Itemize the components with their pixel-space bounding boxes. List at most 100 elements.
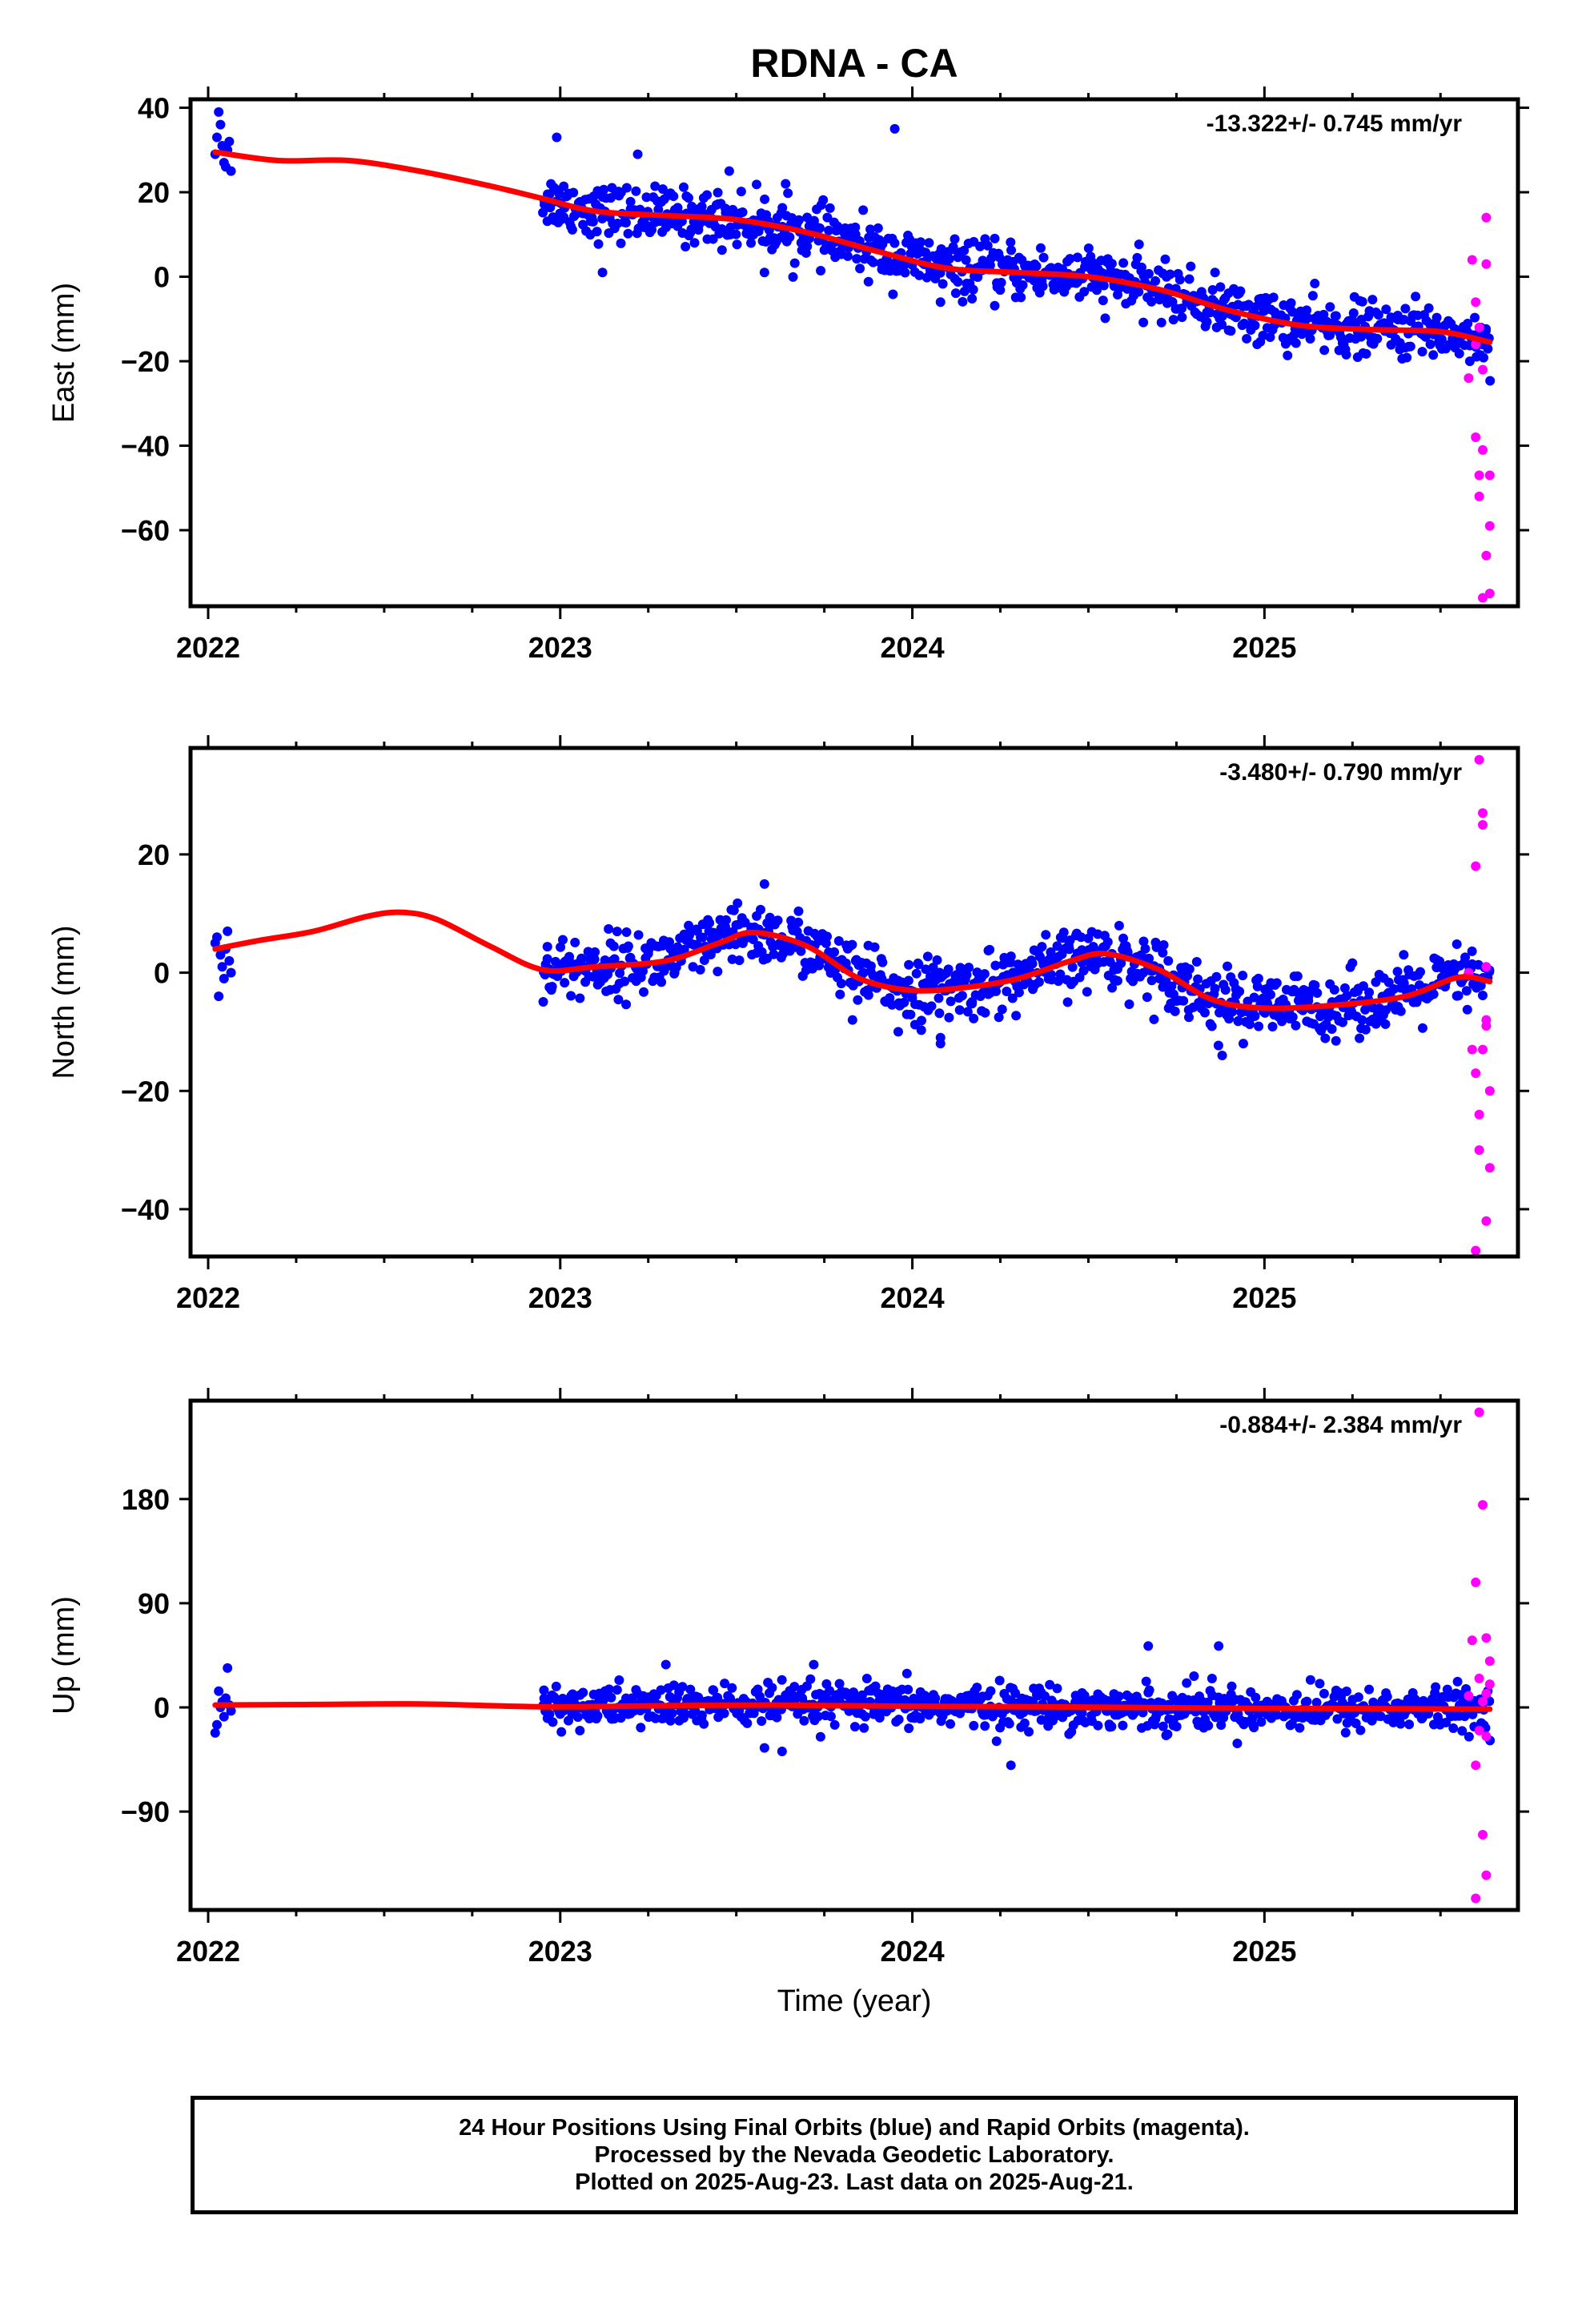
- y-axis-label-north: North (mm): [47, 925, 81, 1079]
- final-point: [1291, 1020, 1301, 1031]
- final-point: [900, 267, 910, 278]
- y-tick-label-east: −20: [121, 345, 170, 378]
- final-point: [737, 207, 748, 218]
- final-point: [835, 989, 845, 999]
- data-layer-north: [210, 754, 1495, 1256]
- final-point: [921, 964, 931, 975]
- final-point: [1191, 956, 1202, 967]
- final-point: [697, 932, 708, 943]
- final-point: [570, 937, 580, 947]
- final-point: [1310, 980, 1320, 991]
- final-point: [1004, 1719, 1014, 1729]
- x-tick-label-up: 2025: [1232, 1935, 1296, 1968]
- final-point: [559, 181, 569, 191]
- final-point: [1107, 983, 1118, 993]
- final-point: [755, 1691, 765, 1702]
- rapid-point: [1478, 364, 1488, 375]
- final-point: [733, 898, 743, 908]
- final-point: [650, 181, 661, 191]
- final-point: [636, 1723, 646, 1733]
- final-point: [814, 960, 825, 971]
- final-point: [865, 224, 876, 235]
- final-point: [1372, 333, 1383, 344]
- final-point: [1189, 1671, 1199, 1682]
- final-point: [604, 924, 614, 935]
- rapid-point: [1484, 521, 1495, 531]
- final-point: [921, 247, 931, 258]
- final-point: [825, 1711, 836, 1722]
- final-point: [1348, 308, 1359, 318]
- rapid-point: [1478, 819, 1488, 830]
- final-point: [1400, 304, 1411, 314]
- final-point: [600, 955, 610, 966]
- final-point: [1158, 940, 1169, 951]
- y-tick-label-up: 90: [138, 1587, 170, 1620]
- final-point: [980, 1721, 990, 1731]
- final-point: [1210, 983, 1220, 994]
- x-tick-label-east: 2022: [176, 631, 240, 664]
- final-point: [1268, 292, 1279, 303]
- final-point: [641, 192, 652, 203]
- final-point: [1329, 985, 1339, 995]
- final-point: [1417, 1023, 1427, 1033]
- final-point: [1319, 1688, 1329, 1699]
- final-point: [1114, 920, 1124, 931]
- final-point: [1144, 1685, 1154, 1695]
- final-point: [1102, 937, 1113, 947]
- final-point: [1052, 1683, 1062, 1694]
- final-point: [1031, 261, 1042, 271]
- final-point: [1305, 334, 1315, 344]
- final-point: [650, 1713, 661, 1723]
- final-point: [1423, 303, 1434, 313]
- final-point: [1226, 326, 1236, 336]
- final-point: [686, 224, 697, 235]
- x-axis-label: Time (year): [777, 1984, 932, 2018]
- final-point: [1141, 1676, 1151, 1687]
- x-tick-label-north: 2024: [881, 1281, 945, 1314]
- final-point: [969, 1013, 979, 1023]
- final-point: [975, 241, 986, 251]
- final-point: [1399, 950, 1409, 960]
- final-point: [1093, 1720, 1103, 1731]
- final-point: [1453, 991, 1464, 1001]
- final-point: [967, 294, 978, 304]
- x-tick-label-east: 2024: [881, 631, 945, 664]
- final-point: [1249, 992, 1259, 1003]
- final-point: [1250, 1011, 1260, 1021]
- final-point: [1327, 1023, 1337, 1034]
- final-point: [592, 227, 602, 237]
- final-point: [934, 1008, 945, 1019]
- rapid-point: [1481, 1021, 1492, 1031]
- final-point: [661, 1659, 671, 1670]
- final-point: [572, 1712, 583, 1723]
- final-point: [1211, 971, 1222, 982]
- final-point: [656, 977, 667, 987]
- final-point: [1215, 282, 1226, 292]
- final-point: [1217, 320, 1227, 330]
- final-point: [608, 941, 619, 951]
- final-point: [1233, 1016, 1243, 1027]
- final-point: [1395, 1006, 1406, 1016]
- final-point: [597, 267, 608, 278]
- final-point: [1205, 308, 1215, 318]
- fit-curve-north: [212, 909, 1493, 1011]
- final-point: [734, 955, 745, 966]
- final-point: [904, 959, 914, 970]
- final-point: [576, 953, 587, 963]
- final-point: [860, 1711, 870, 1722]
- final-point: [1358, 981, 1368, 991]
- final-point: [777, 1675, 787, 1685]
- final-point: [930, 1693, 941, 1703]
- y-tick-label-east: 0: [154, 261, 170, 294]
- final-point: [889, 123, 900, 134]
- final-point: [1428, 989, 1439, 999]
- final-point: [893, 1715, 904, 1725]
- final-point: [1436, 334, 1447, 344]
- final-point: [990, 300, 1000, 311]
- final-point: [1006, 245, 1017, 255]
- final-point: [859, 1723, 869, 1733]
- final-point: [1184, 964, 1195, 975]
- rapid-point: [1478, 1500, 1488, 1510]
- final-point: [1213, 1040, 1223, 1051]
